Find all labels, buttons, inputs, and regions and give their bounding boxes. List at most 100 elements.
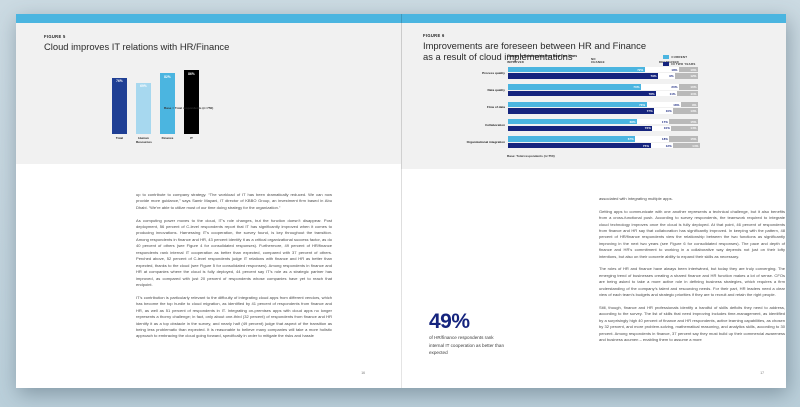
pull-quote-text: of HR/finance respondents rank internal … xyxy=(429,335,504,356)
bar-segment-decreased: 14% xyxy=(673,142,700,149)
segment-value-label: 18% xyxy=(673,102,680,107)
bar-group: Organizational integration 67% 18% 15% 75% 12… xyxy=(461,136,761,149)
bar-segment-improved: 78% xyxy=(508,90,657,97)
bar-group-label: Flow of data xyxy=(486,105,505,110)
legend-swatch xyxy=(663,61,669,67)
spread-gutter xyxy=(401,14,402,388)
figure-6-panel: FIGURE 6 Improvements are foreseen betwe… xyxy=(401,14,786,169)
bar-segment-improved: 79% xyxy=(508,73,659,79)
paragraph: The roles of HR and finance have always … xyxy=(599,266,785,298)
segment-value-label: 79% xyxy=(650,74,657,79)
bar-column: 82% xyxy=(160,60,175,134)
legend-item: IN TWO YEARS xyxy=(663,61,696,67)
bar-segment-no-change: 11% xyxy=(656,90,678,97)
bar-segment-decreased: 10% xyxy=(679,84,698,90)
bar-category-label: Finance xyxy=(161,136,174,140)
paragraph: associated with integrating multiple app… xyxy=(599,196,673,201)
figure-6-bar-groups: Process quality 72% 18% 10% 79% 9% 12% Data qua… xyxy=(461,67,761,149)
segment-value-label: 11% xyxy=(690,91,697,96)
figure-6-subhead: Change in Relationship Over Next Two Yea… xyxy=(507,54,578,58)
report-spread: FIGURE 5 Cloud improves IT relations wit… xyxy=(16,14,786,388)
segment-value-label: 78% xyxy=(648,91,655,96)
segment-value-label: 9% xyxy=(669,74,674,79)
bar-group: Data quality 70% 20% 10% 78% 11% 11% xyxy=(461,84,761,97)
segment-value-label: 67% xyxy=(627,137,634,142)
bar-group-rows: 68% 17% 15% 76% 10% 14% xyxy=(508,119,761,132)
bar-segment-improved: 70% xyxy=(508,84,641,90)
bar-group: Process quality 72% 18% 10% 79% 9% 12% xyxy=(461,67,761,80)
segment-value-label: 10% xyxy=(690,85,697,90)
bar: 69% xyxy=(136,82,151,134)
segment-value-label: 9% xyxy=(692,102,697,107)
pull-quote-number: 49% xyxy=(429,310,470,333)
segment-value-label: 70% xyxy=(633,85,640,90)
segment-value-label: 68% xyxy=(629,119,636,124)
figure-6-legend: CURRENT IN TWO YEARS xyxy=(663,55,696,69)
segment-value-label: 10% xyxy=(690,67,697,72)
bar-segment-no-change: 9% xyxy=(658,73,676,79)
bar-value-label: 69% xyxy=(140,84,147,89)
bar-segment-no-change: 12% xyxy=(650,142,674,149)
figure-6-top-band xyxy=(401,14,786,23)
segment-value-label: 15% xyxy=(690,119,697,124)
segment-value-label: 75% xyxy=(642,143,649,148)
segment-value-label: 10% xyxy=(665,109,672,114)
stacked-bar-row: 75% 12% 14% xyxy=(508,142,761,149)
bar-segment-improved: 76% xyxy=(508,125,653,131)
bar-group-label: Data quality xyxy=(487,87,505,92)
figure-6-title-line-1: Improvements are foreseen between HR and… xyxy=(423,39,647,51)
bar-segment-improved: 67% xyxy=(508,136,636,142)
bar-group-rows: 72% 18% 10% 79% 9% 12% xyxy=(508,67,761,80)
bar-group-rows: 67% 18% 15% 75% 12% 14% xyxy=(508,136,761,149)
figure-5-bars: 76% 69% 82% 86% xyxy=(112,60,292,134)
stacked-bar-row: 76% 10% 14% xyxy=(508,125,761,131)
left-page-number: 16 xyxy=(361,371,365,375)
left-page-body-text: up to contribute to company strategy. “T… xyxy=(136,192,332,346)
bar-segment-improved: 77% xyxy=(508,108,655,114)
segment-value-label: 76% xyxy=(644,126,651,131)
paragraph: Still, though, finance and HR profession… xyxy=(599,304,785,343)
segment-value-label: 11% xyxy=(669,91,676,96)
segment-value-label: 14% xyxy=(690,126,697,131)
stack-column-header: IMPROVED xyxy=(507,60,525,64)
figure-5-title: Cloud improves IT relations with HR/Fina… xyxy=(44,40,230,52)
segment-value-label: 10% xyxy=(663,126,670,131)
stacked-bar-row: 79% 9% 12% xyxy=(508,73,761,79)
bar-segment-no-change: 17% xyxy=(637,119,670,125)
legend-item: CURRENT xyxy=(663,55,696,60)
stack-column-header: NO CHANGE xyxy=(591,57,605,65)
bar-segment-decreased: 9% xyxy=(680,101,698,108)
stacked-bar-row: 67% 18% 15% xyxy=(508,136,761,142)
right-page-number: 17 xyxy=(760,371,764,375)
legend-label: CURRENT xyxy=(671,55,688,60)
segment-value-label: 18% xyxy=(661,137,668,142)
bar-segment-no-change: 18% xyxy=(644,67,679,73)
stacked-bar-row: 68% 17% 15% xyxy=(508,119,761,125)
bar-group-rows: 73% 18% 9% 77% 10% 13% xyxy=(508,101,761,115)
right-page: FIGURE 6 Improvements are foreseen betwe… xyxy=(401,14,786,388)
figure-5-panel: FIGURE 5 Cloud improves IT relations wit… xyxy=(16,14,401,164)
bar-category-label: Human Resources xyxy=(136,136,152,144)
bar-column: 86% xyxy=(184,60,199,134)
bar: 82% xyxy=(160,73,175,134)
figure-6-chart: Change in Relationship Over Next Two Yea… xyxy=(461,54,761,158)
pull-quote: 49% of HR/finance respondents rank inter… xyxy=(429,310,505,357)
left-page: FIGURE 5 Cloud improves IT relations wit… xyxy=(16,14,401,388)
bar-column: 76% xyxy=(112,60,127,134)
bar-segment-improved: 68% xyxy=(508,119,638,125)
figure-5-label: FIGURE 5 xyxy=(44,34,66,39)
bar-segment-improved: 72% xyxy=(508,67,645,73)
bar-group-label: Process quality xyxy=(482,70,505,75)
bar-value-label: 76% xyxy=(116,79,123,84)
bar-value-label: 82% xyxy=(164,74,171,79)
paragraph: As computing power moves to the cloud, I… xyxy=(136,217,332,288)
bar-segment-decreased: 15% xyxy=(669,136,698,142)
bar-group: Flow of data 73% 18% 9% 77% 10% 13% xyxy=(461,101,761,115)
paragraph: IT’s contribution is particularly releva… xyxy=(136,294,332,339)
bar-segment-no-change: 10% xyxy=(654,108,674,114)
bar-segment-decreased: 10% xyxy=(678,67,698,73)
legend-swatch xyxy=(663,55,669,60)
figure-6-base-note: Base: Total respondents (n=750) xyxy=(507,153,555,158)
